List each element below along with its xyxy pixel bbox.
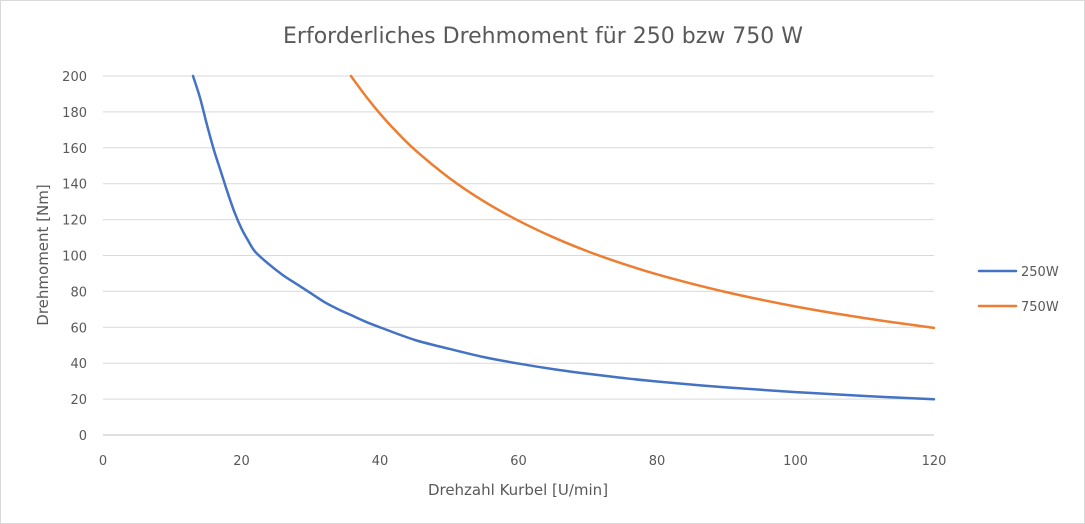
y-tick-label: 20: [70, 393, 87, 408]
series-line-750w: [349, 74, 936, 330]
legend-label-250w: 250W: [1021, 265, 1059, 280]
chart-title: Erforderliches Drehmoment für 250 bzw 75…: [283, 24, 803, 49]
x-axis-title: Drehzahl Kurbel [U/min]: [428, 481, 608, 499]
x-tick-label: 120: [922, 454, 947, 469]
y-tick-label: 200: [62, 70, 87, 85]
y-tick-label: 0: [79, 429, 87, 444]
y-tick-label: 100: [62, 250, 87, 265]
x-tick-label: 80: [649, 454, 666, 469]
y-tick-label: 60: [70, 321, 87, 336]
x-tick-label: 60: [510, 454, 527, 469]
y-tick-label: 180: [62, 106, 87, 121]
y-tick-label: 160: [62, 142, 87, 157]
x-tick-label: 20: [233, 454, 250, 469]
legend: 250W 750W: [977, 265, 1059, 315]
y-tick-label: 40: [70, 357, 87, 372]
gridlines: [103, 75, 934, 400]
series-line-250w: [191, 74, 936, 401]
x-tick-label: 40: [372, 454, 389, 469]
y-tick-label: 120: [62, 214, 87, 229]
legend-label-750w: 750W: [1021, 300, 1059, 315]
x-tick-labels: 0 20 40 60 80 100 120: [99, 454, 947, 469]
y-tick-label: 140: [62, 178, 87, 193]
x-tick-label: 100: [783, 454, 808, 469]
y-tick-label: 80: [70, 285, 87, 300]
x-tick-label: 0: [99, 454, 107, 469]
series-lines: [191, 74, 936, 401]
y-axis-title: Drehmoment [Nm]: [34, 184, 52, 325]
y-tick-labels: 0 20 40 60 80 100 120 140 160 180 200: [62, 70, 87, 444]
